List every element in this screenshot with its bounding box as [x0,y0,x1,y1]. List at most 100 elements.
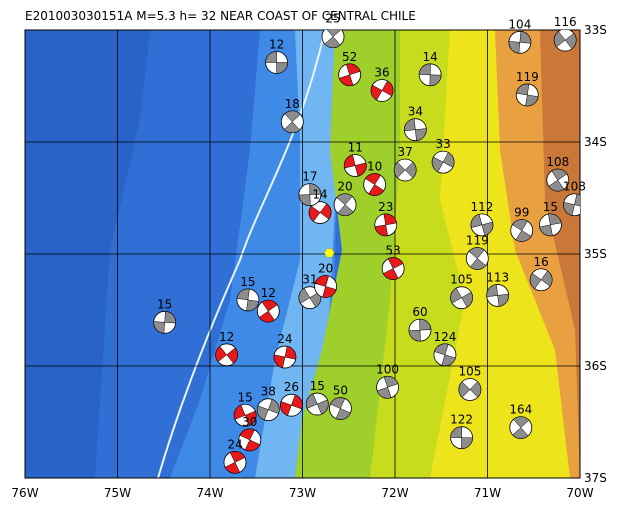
x-tick-label: 76W [11,486,38,500]
beachball-compression [450,426,473,449]
beachball-compression [512,416,530,439]
beachball [333,193,357,217]
depth-label: 12 [269,37,284,51]
beachball-compression [418,63,442,87]
beachball-compression [529,270,553,290]
beachball [418,63,442,87]
beachball [563,193,580,217]
beachball [256,398,280,422]
beachball-compression [486,284,509,307]
depth-label: 31 [302,273,317,287]
beachball [273,345,297,369]
beachball [329,397,352,420]
beachball [553,30,577,52]
y-tick-label: 33S [584,23,607,37]
depth-label: 104 [508,17,531,31]
beachball [265,51,289,74]
beachball-compression [365,173,385,196]
depth-label: 53 [386,244,401,258]
beachball [298,286,322,310]
beachball [529,268,553,292]
x-tick-label: 70W [566,486,593,500]
events [153,30,580,474]
beachball [279,393,303,417]
depth-label: 20 [318,261,333,275]
depth-label: 50 [333,384,348,398]
beachball [370,79,394,102]
beachball-compression [393,161,417,179]
beachball-compression [548,168,568,192]
depth-label: 30 [242,415,257,429]
depth-label: 36 [374,65,389,79]
beachball [393,158,417,182]
beachball [515,83,539,107]
depth-label: 60 [412,305,427,319]
beachball [539,213,562,237]
beachball [450,286,474,310]
beachball-compression [330,397,351,420]
beachball-compression [298,183,322,206]
beachball [509,416,533,440]
beachball-compression [370,80,394,101]
depth-label: 119 [466,233,489,247]
map-frame [24,29,581,479]
depth-label: 122 [450,413,473,427]
beachball [510,219,534,242]
depth-label: 24 [277,332,292,346]
depth-label: 112 [470,200,493,214]
beachball [314,275,338,298]
labels: 76W 75W 74W 73W 72W 71W 70W 33S 34S 35S 36S 37S 12 18… [11,12,606,500]
x-tick-label: 73W [289,486,316,500]
depth-label: 108 [546,155,569,169]
beachball-compression [374,213,397,237]
depth-label: 11 [348,141,363,155]
depth-label: 12 [219,330,234,344]
x-tick-label: 71W [474,486,501,500]
beachball [486,284,510,307]
depth-label: 24 [227,437,242,451]
depth-label: 23 [378,200,393,214]
beachball [321,30,345,49]
depth-label: 15 [543,200,558,214]
beachball-compression [539,213,562,237]
beachball-compression [258,299,278,323]
beachball-compression [563,193,580,216]
beachball [376,375,400,399]
depth-label: 26 [284,380,299,394]
depth-label: 38 [261,385,276,399]
depth-label: 33 [435,137,450,151]
beachball-compression [233,404,257,426]
depth-label: 16 [534,255,549,269]
beachball [458,378,482,401]
beachball-compression [376,376,399,399]
beachball [238,428,262,452]
beachball [236,288,260,312]
beachball-compression [516,83,539,107]
beachball-compression [553,31,577,50]
beachball-compression [383,257,404,280]
beachball [308,201,332,224]
depth-label: 14 [423,50,438,64]
beachball-compression [306,393,329,415]
beachball-compression [450,287,473,308]
beachball-compression [408,318,432,342]
beachball [465,247,489,270]
beachball-compression [236,288,260,312]
depth-label: 113 [486,270,509,284]
beachball [363,173,387,196]
depth-label: 15 [157,297,172,311]
beachball-compression [224,451,246,474]
beachball-compression [404,118,427,141]
beachball-compression [338,63,361,87]
beachball [305,392,329,416]
depth-label: 34 [408,105,423,119]
depth-label: 116 [554,15,577,29]
beachball [374,213,398,237]
beachball [431,150,455,174]
beachball [153,310,177,334]
y-tick-label: 37S [584,471,607,485]
depth-label: 15 [310,379,325,393]
beachball-compression [431,152,455,173]
beachball [403,118,427,142]
beachball [256,299,280,323]
